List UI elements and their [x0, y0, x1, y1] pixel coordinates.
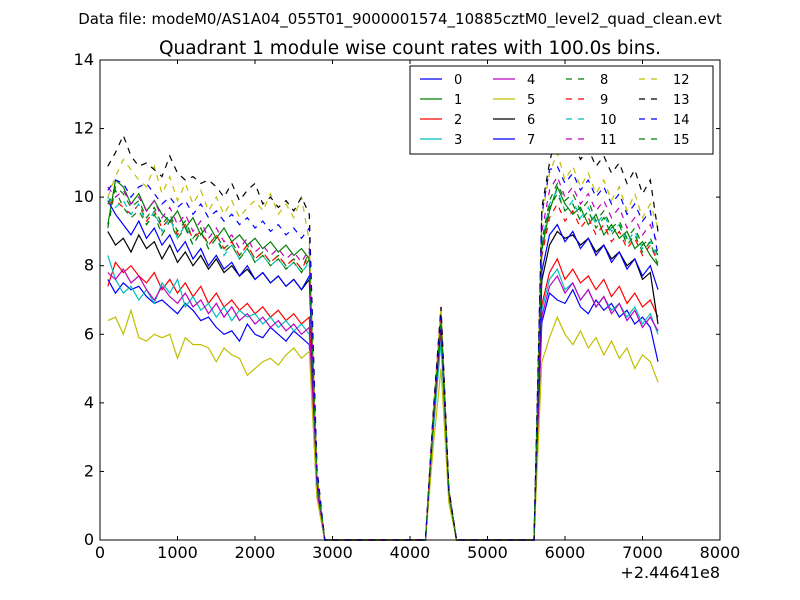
y-tick-label: 8 [84, 256, 94, 275]
legend-label: 6 [527, 113, 535, 128]
x-tick-label: 4000 [390, 543, 431, 562]
x-tick-label: 3000 [312, 543, 353, 562]
x-tick-label: 6000 [545, 543, 586, 562]
legend-label: 10 [600, 113, 617, 128]
chart-title: Quadrant 1 module wise count rates with … [159, 38, 661, 59]
x-tick-label: 1000 [157, 543, 198, 562]
legend-label: 1 [454, 93, 462, 108]
y-tick-label: 12 [74, 119, 94, 138]
legend-label: 12 [673, 73, 690, 88]
tick-layer: 0 1000 2000 3000 4000 5000 6000 7000 80000246810… [74, 50, 741, 562]
legend-label: 13 [673, 93, 690, 108]
legend-frame [409, 65, 714, 155]
series-line-9 [107, 199, 659, 541]
legend-label: 14 [673, 113, 690, 128]
y-tick-label: 4 [84, 393, 94, 412]
x-tick-label: 5000 [467, 543, 508, 562]
legend-label: 4 [527, 73, 535, 88]
y-tick-label: 6 [84, 324, 94, 343]
plot-frame [99, 59, 721, 541]
legend-label: 2 [454, 113, 462, 128]
legend-label: 5 [527, 93, 535, 108]
legend-label: 3 [454, 133, 462, 148]
x-tick-label: 8000 [700, 543, 741, 562]
x-tick-label: 0 [95, 543, 105, 562]
x-tick-label: 2000 [235, 543, 276, 562]
legend-label: 11 [600, 133, 617, 148]
legend-label: 9 [600, 93, 608, 108]
legend-label: 0 [454, 73, 462, 88]
series-line-15 [107, 188, 659, 541]
legend-label: 15 [673, 133, 690, 148]
chart-suptitle: Data file: modeM0/AS1A04_055T01_90000015… [78, 10, 722, 29]
y-tick-label: 0 [84, 530, 94, 549]
y-tick-label: 10 [74, 187, 94, 206]
x-offset-label: +2.44641e8 [620, 563, 720, 582]
y-tick-label: 14 [74, 50, 94, 69]
x-tick-label: 7000 [622, 543, 663, 562]
legend-label: 8 [600, 73, 608, 88]
series-line-8 [107, 181, 659, 541]
y-tick-label: 2 [84, 461, 94, 480]
legend-label: 7 [527, 133, 535, 148]
